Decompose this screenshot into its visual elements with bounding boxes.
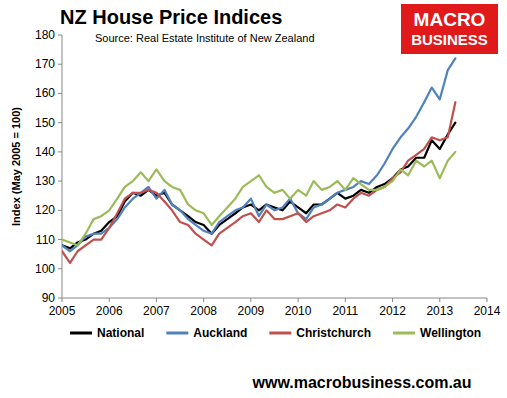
y-tick — [58, 298, 62, 299]
x-tick — [439, 298, 440, 302]
legend-swatch — [70, 332, 92, 335]
x-axis-line — [62, 298, 487, 299]
x-tick — [345, 298, 346, 302]
y-tick — [58, 93, 62, 94]
y-tick-label: 160 — [35, 86, 55, 100]
y-tick-label: 90 — [42, 291, 56, 305]
y-tick — [58, 35, 62, 36]
logo-text: BUSINESS — [411, 31, 488, 48]
legend: National Auckland Christchurch Wellington — [70, 326, 481, 340]
legend-label: Auckland — [193, 326, 247, 340]
x-tick — [109, 298, 110, 302]
x-tick-label: 2011 — [332, 304, 358, 318]
logo-box — [401, 4, 498, 54]
series-line — [62, 102, 455, 263]
y-tick — [58, 151, 62, 152]
chart: NZ House Price Indices Source: Real Estat… — [0, 0, 507, 398]
y-tick — [58, 181, 62, 182]
y-tick-label: 120 — [35, 203, 55, 217]
legend-label: Christchurch — [296, 326, 371, 340]
series-group — [62, 58, 455, 263]
y-tick-label: 100 — [35, 262, 55, 276]
x-tick — [298, 298, 299, 302]
x-tick — [156, 298, 157, 302]
x-tick-label: 2006 — [96, 304, 123, 318]
subtitle: Source: Real Estate Institute of New Zea… — [95, 32, 315, 44]
x-tick-label: 2014 — [474, 304, 501, 318]
x-tick-label: 2008 — [190, 304, 217, 318]
x-tick-label: 2009 — [238, 304, 265, 318]
footer: www.macrobusiness.com.au — [251, 374, 471, 391]
y-axis-line — [62, 35, 63, 298]
y-tick-label: 150 — [35, 116, 55, 130]
y-tick-label: 170 — [35, 57, 55, 71]
y-tick — [58, 210, 62, 211]
x-tick-label: 2010 — [285, 304, 312, 318]
x-tick — [62, 298, 63, 302]
legend-label: Wellington — [420, 326, 481, 340]
x-tick-label: 2005 — [49, 304, 76, 318]
series-line — [62, 152, 455, 246]
logo-text: MACRO — [414, 9, 486, 30]
y-tick — [58, 122, 62, 123]
x-tick — [487, 298, 488, 302]
y-tick-label: 140 — [35, 145, 55, 159]
x-tick — [250, 298, 251, 302]
title: NZ House Price Indices — [60, 6, 282, 28]
x-tick-label: 2007 — [143, 304, 170, 318]
y-tick-label: 130 — [35, 174, 55, 188]
x-tick — [392, 298, 393, 302]
y-axis-label: Index (May 2005 = 100) — [10, 107, 22, 226]
y-tick — [58, 268, 62, 269]
x-tick — [203, 298, 204, 302]
x-tick-label: 2013 — [426, 304, 453, 318]
y-tick — [58, 64, 62, 65]
y-tick-label: 110 — [36, 233, 55, 247]
y-tick-label: 180 — [35, 28, 55, 42]
logo: MACROBUSINESS — [401, 4, 498, 54]
axes: 90 100 110 120 130 140 150 160 170 180 2005 2006 200… — [35, 28, 501, 318]
y-tick — [58, 239, 62, 240]
legend-label: National — [97, 326, 144, 340]
legend-swatch — [166, 332, 188, 335]
legend-swatch — [393, 332, 415, 335]
legend-swatch — [269, 332, 291, 335]
x-tick-label: 2012 — [379, 304, 406, 318]
